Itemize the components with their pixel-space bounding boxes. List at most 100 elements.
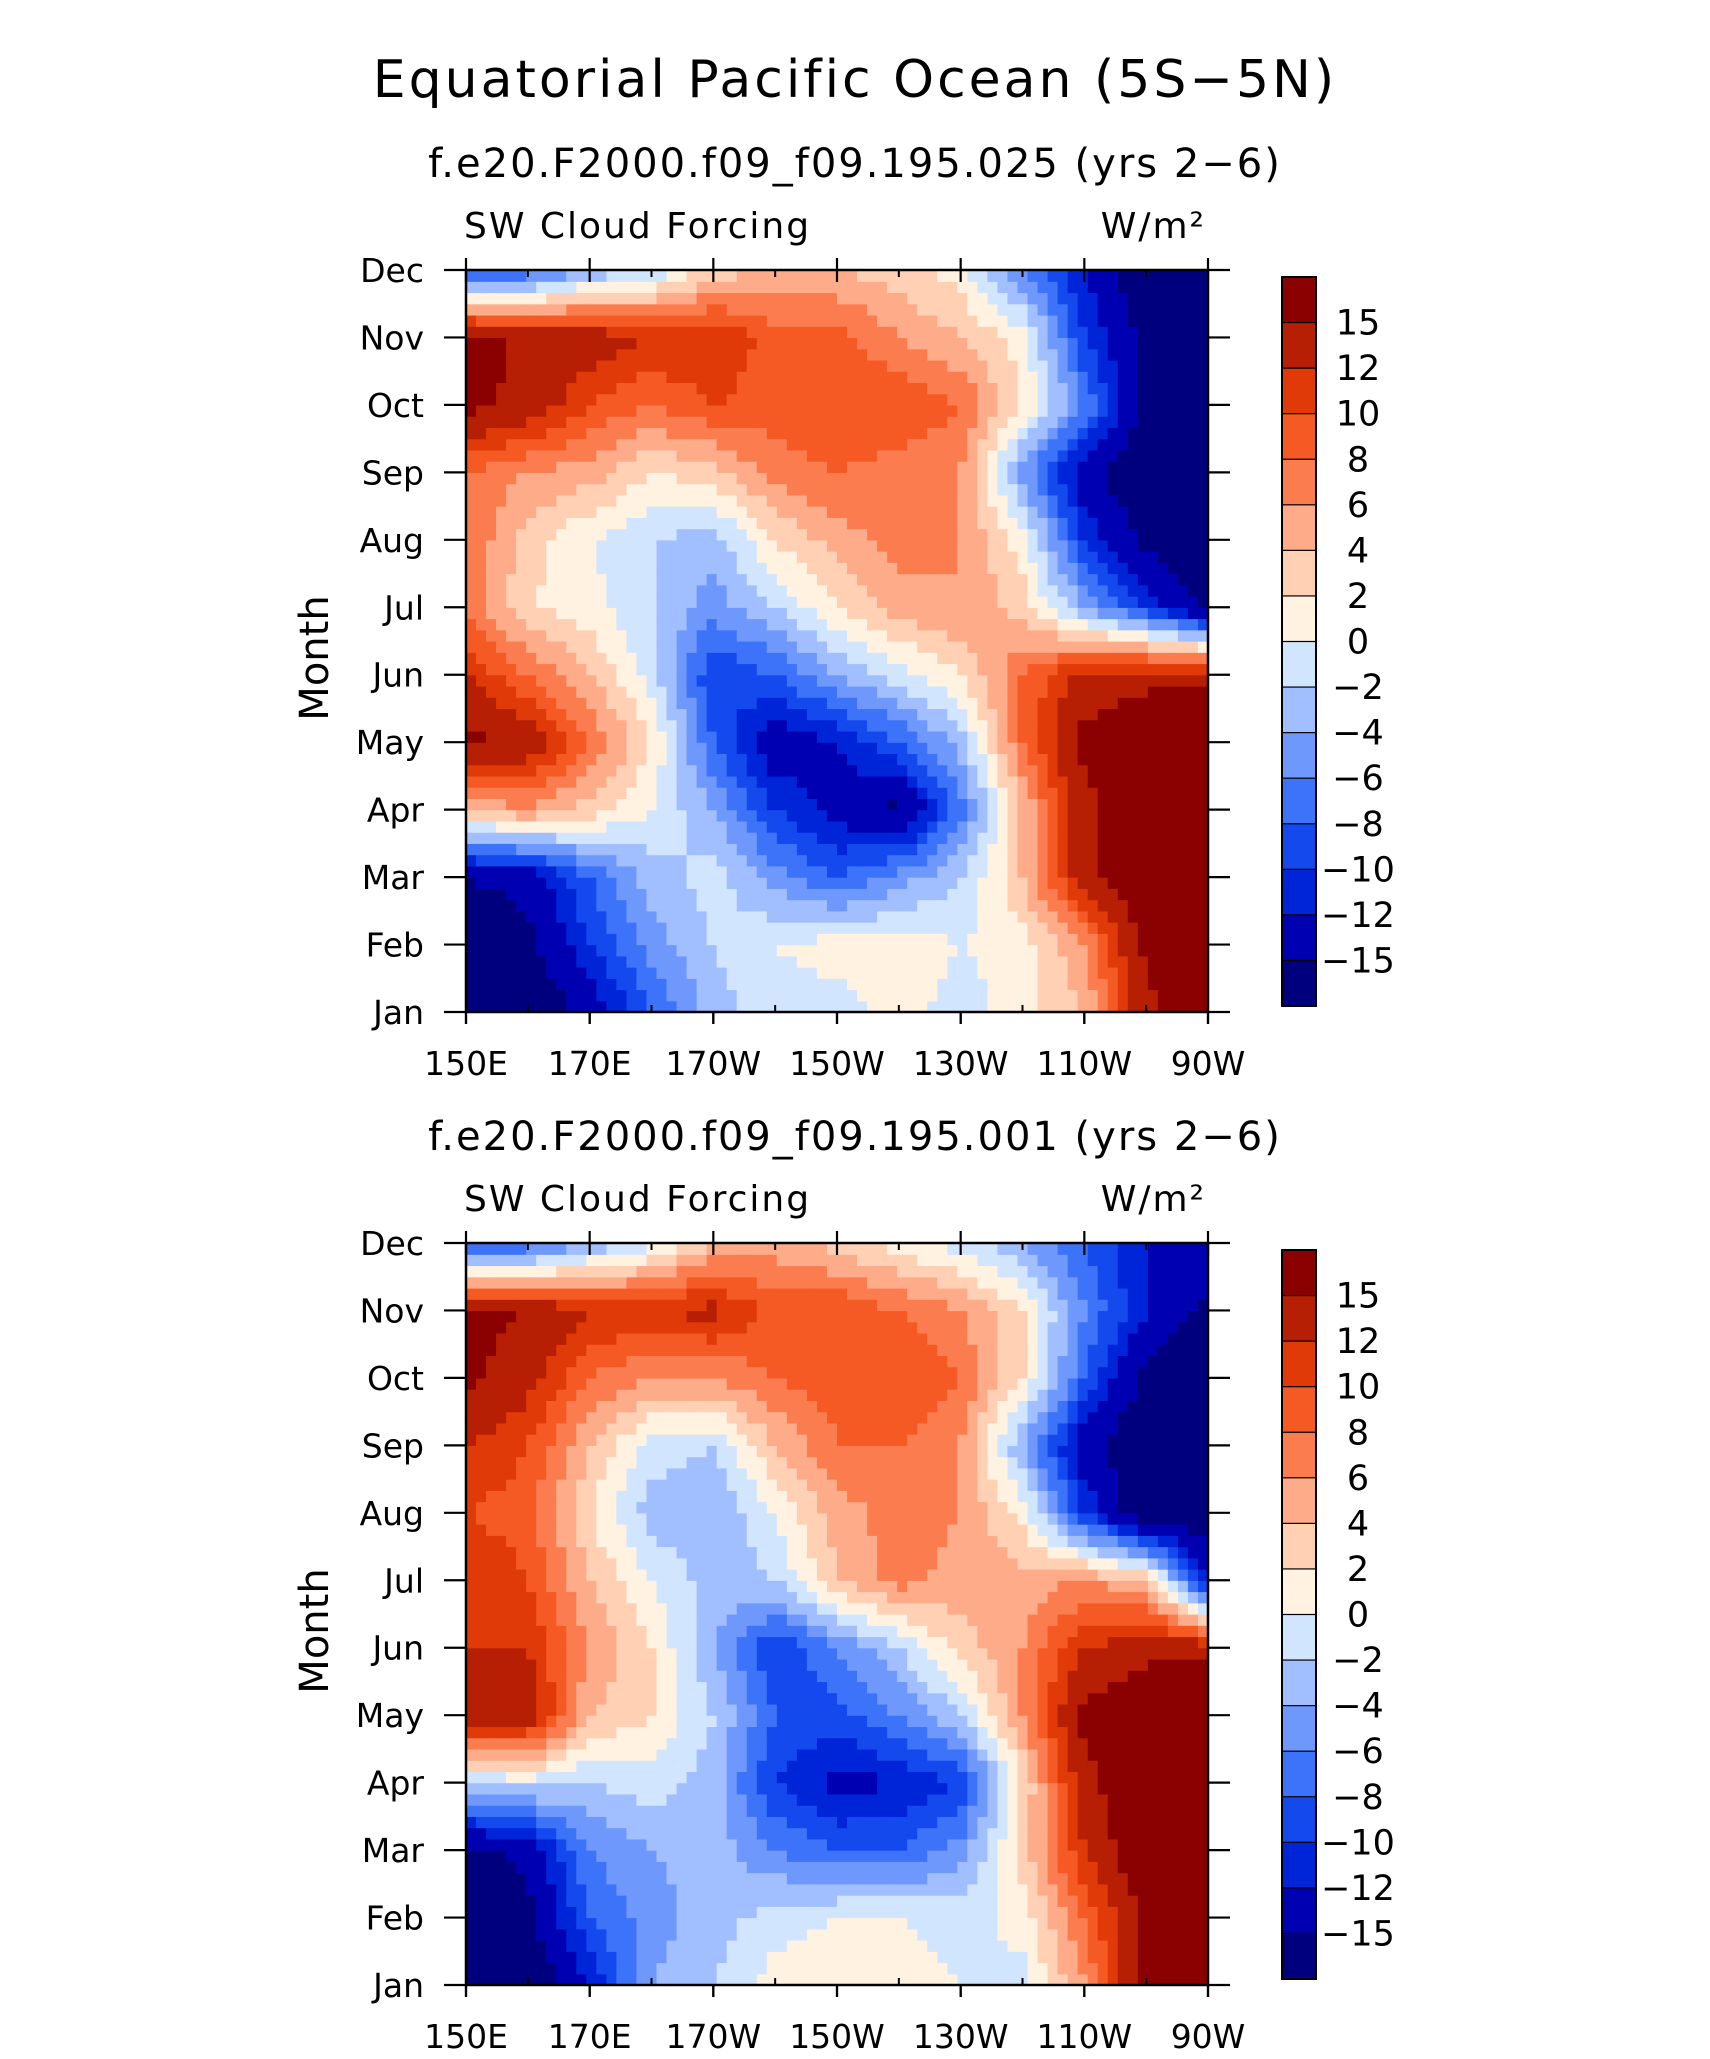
field-cell: [1057, 820, 1069, 833]
field-cell: [816, 652, 828, 665]
field-cell: [1197, 944, 1209, 957]
field-cell: [1197, 843, 1209, 856]
field-cell: [796, 326, 808, 339]
field-cell: [897, 506, 908, 518]
field-cell: [1197, 663, 1209, 676]
field-cell: [1187, 910, 1199, 923]
field-cell: [616, 922, 628, 934]
colorbar-box: [1281, 458, 1317, 506]
field-cell: [616, 449, 628, 462]
field-cell: [1047, 607, 1059, 620]
field-cell: [957, 494, 968, 507]
field-cell: [837, 764, 848, 777]
field-cell: [786, 326, 798, 339]
field-cell: [556, 584, 567, 597]
field-cell: [476, 708, 487, 721]
field-cell: [806, 944, 818, 957]
field-cell: [676, 989, 688, 1002]
field-cell: [726, 303, 738, 316]
field-cell: [1057, 539, 1069, 552]
field-cell: [666, 371, 678, 384]
field-cell: [1057, 359, 1069, 372]
field-cell: [1107, 494, 1119, 507]
field-cell: [566, 742, 577, 755]
field-cell: [736, 326, 748, 339]
field-cell: [746, 326, 758, 339]
field-cell: [616, 607, 628, 620]
field-cell: [696, 573, 708, 586]
field-cell: [957, 955, 968, 968]
field-cell: [1137, 742, 1149, 755]
field-cell: [706, 652, 718, 665]
field-cell: [576, 674, 587, 687]
field-cell: [826, 438, 838, 451]
field-cell: [997, 449, 1009, 462]
field-cell: [636, 551, 648, 563]
field-cell: [1137, 989, 1149, 1002]
field-cell: [1037, 618, 1049, 631]
field-cell: [1067, 910, 1079, 923]
field-cell: [1027, 303, 1039, 316]
field-cell: [496, 472, 507, 485]
field-cell: [907, 371, 918, 384]
field-cell: [907, 629, 918, 642]
field-cell: [626, 798, 638, 811]
field-cell: [1027, 899, 1039, 912]
field-cell: [606, 719, 618, 732]
field-cell: [897, 922, 908, 934]
field-cell: [1077, 910, 1089, 923]
field-cell: [666, 742, 678, 755]
field-cell: [1137, 607, 1149, 620]
field-cell: [576, 865, 587, 878]
field-cell: [636, 663, 648, 676]
field-cell: [506, 753, 517, 766]
field-cell: [516, 967, 527, 979]
field-cell: [626, 685, 638, 698]
field-cell: [506, 449, 517, 462]
field-cell: [987, 539, 999, 552]
field-cell: [576, 281, 587, 294]
field-cell: [837, 944, 848, 957]
field-cell: [686, 854, 698, 867]
field-cell: [796, 539, 808, 552]
field-cell: [1007, 326, 1019, 339]
field-cell: [877, 404, 888, 417]
field-cell: [847, 596, 858, 608]
field-cell: [816, 798, 828, 811]
field-cell: [616, 326, 628, 339]
field-cell: [786, 787, 798, 799]
field-cell: [766, 809, 778, 822]
field-cell: [857, 539, 868, 552]
field-cell: [666, 697, 678, 710]
field-cell: [957, 978, 968, 991]
field-cell: [806, 517, 818, 530]
field-cell: [746, 944, 758, 957]
field-cell: [596, 528, 607, 541]
field-cell: [1097, 427, 1109, 440]
field-cell: [907, 922, 918, 934]
field-cell: [786, 730, 798, 743]
field-cell: [536, 877, 547, 889]
field-cell: [736, 393, 748, 406]
field-cell: [1047, 539, 1059, 552]
field-cell: [656, 506, 668, 518]
field-cell: [1057, 573, 1069, 586]
field-cell: [1187, 472, 1199, 485]
field-cell: [867, 596, 878, 608]
field-cell: [556, 551, 567, 563]
field-cell: [1027, 944, 1039, 957]
field-cell: [726, 933, 738, 946]
field-cell: [496, 337, 507, 350]
field-cell: [1187, 607, 1199, 620]
field-cell: [977, 910, 989, 923]
field-cell: [1097, 775, 1109, 788]
field-cell: [756, 730, 768, 743]
field-cell: [1147, 270, 1159, 282]
field-cell: [806, 348, 818, 361]
field-cell: [816, 371, 828, 384]
field-cell: [676, 730, 688, 743]
field-cell: [606, 596, 618, 608]
field-cell: [746, 314, 758, 327]
field-cell: [486, 888, 497, 901]
field-cell: [516, 685, 527, 698]
